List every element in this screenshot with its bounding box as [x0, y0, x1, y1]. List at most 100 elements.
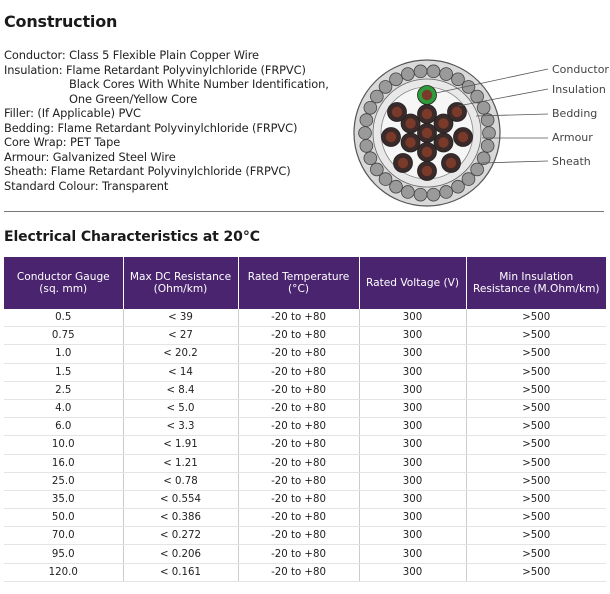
cell-max-dc-resistance: < 20.2 — [123, 344, 239, 364]
spec-insulation: Insulation: Flame Retardant Polyvinylchl… — [4, 63, 306, 77]
column-header-max-dc-resistance: Max DC Resistance (Ohm/km) — [123, 257, 239, 309]
column-header-conductor-gauge: Conductor Gauge (sq. mm) — [4, 257, 124, 309]
column-header-min-insulation-resistance: Min Insulation Resistance (M.Ohm/km) — [466, 257, 606, 309]
cell-rated-temperature: -20 to +80 — [238, 454, 360, 473]
cell-max-dc-resistance: < 8.4 — [123, 381, 239, 400]
cell-min-insulation-resistance: >500 — [466, 381, 606, 400]
table-row: 25.0 < 0.78 -20 to +80 300 >500 — [4, 472, 606, 491]
cell-rated-temperature: -20 to +80 — [238, 563, 360, 582]
cell-rated-voltage: 300 — [359, 363, 467, 382]
cell-max-dc-resistance: < 0.272 — [123, 526, 239, 546]
cell-max-dc-resistance: < 1.91 — [123, 435, 239, 455]
cell-conductor-gauge: 6.0 — [4, 417, 124, 437]
copper-conductor — [405, 118, 416, 129]
cell-rated-temperature: -20 to +80 — [238, 381, 360, 400]
cell-max-dc-resistance: < 0.78 — [123, 472, 239, 491]
copper-conductor — [421, 146, 433, 158]
cell-rated-temperature: -20 to +80 — [238, 490, 360, 510]
copper-conductor — [421, 127, 433, 139]
armour-wire — [461, 80, 476, 94]
table-row: 0.5 < 39 -20 to +80 300 >500 — [4, 309, 606, 328]
copper-conductor — [438, 118, 449, 129]
cell-rated-temperature: -20 to +80 — [238, 526, 360, 546]
spec-armour: Armour: Galvanized Steel Wire — [4, 150, 176, 164]
label-sheath: Sheath — [552, 155, 591, 168]
table-row: 1.0 < 20.2 -20 to +80 300 >500 — [4, 344, 606, 364]
label-armour: Armour — [552, 131, 593, 144]
cell-min-insulation-resistance: >500 — [466, 563, 606, 582]
column-header-rated-voltage: Rated Voltage (V) — [359, 257, 467, 309]
spec-sheath: Sheath: Flame Retardant Polyvinylchlorid… — [4, 164, 291, 178]
cell-min-insulation-resistance: >500 — [466, 363, 606, 382]
cell-rated-voltage: 300 — [359, 472, 467, 491]
cell-rated-voltage: 300 — [359, 544, 467, 564]
cell-conductor-gauge: 0.75 — [4, 326, 124, 346]
table-row: 16.0 < 1.21 -20 to +80 300 >500 — [4, 454, 606, 473]
armour-wire — [451, 179, 465, 194]
spec-bedding: Bedding: Flame Retardant Polyvinylchlori… — [4, 121, 298, 135]
cell-rated-voltage: 300 — [359, 526, 467, 546]
cell-min-insulation-resistance: >500 — [466, 472, 606, 491]
armour-wire — [480, 139, 495, 153]
cell-max-dc-resistance: < 1.21 — [123, 454, 239, 473]
cell-rated-voltage: 300 — [359, 490, 467, 510]
armour-wire — [401, 185, 415, 199]
armour-wire — [389, 72, 403, 87]
table-row: 95.0 < 0.206 -20 to +80 300 >500 — [4, 544, 606, 564]
copper-conductor — [421, 165, 433, 177]
cell-max-dc-resistance: < 0.554 — [123, 490, 239, 510]
cell-min-insulation-resistance: >500 — [466, 309, 606, 328]
cell-min-insulation-resistance: >500 — [466, 344, 606, 364]
cell-max-dc-resistance: < 0.206 — [123, 544, 239, 564]
cell-rated-voltage: 300 — [359, 381, 467, 400]
cable-cross-section — [353, 59, 501, 207]
cell-min-insulation-resistance: >500 — [466, 508, 606, 528]
cell-conductor-gauge: 50.0 — [4, 508, 124, 528]
electrical-characteristics-table: Conductor Gauge (sq. mm) Max DC Resistan… — [4, 257, 606, 582]
armour-wire — [439, 185, 453, 199]
column-header-rated-temperature: Rated Temperature (°C) — [238, 257, 360, 309]
cell-max-dc-resistance: < 0.161 — [123, 563, 239, 582]
table-body: 0.5 < 39 -20 to +80 300 >500 0.75 < 27 -20 to +… — [4, 309, 606, 582]
copper-conductor — [391, 106, 403, 118]
armour-wire — [359, 113, 374, 127]
cell-rated-temperature: -20 to +80 — [238, 399, 360, 419]
cell-rated-voltage: 300 — [359, 417, 467, 437]
cell-conductor-gauge: 70.0 — [4, 526, 124, 546]
armour-wire — [470, 89, 484, 104]
cell-rated-temperature: -20 to +80 — [238, 326, 360, 346]
construction-heading: Construction — [4, 12, 118, 31]
armour-wire — [476, 151, 491, 166]
cell-conductor-gauge: 35.0 — [4, 490, 124, 510]
copper-conductor — [421, 89, 433, 101]
cell-min-insulation-resistance: >500 — [466, 454, 606, 473]
spec-filler: Filler: (If Applicable) PVC — [4, 106, 141, 120]
table-row: 120.0 < 0.161 -20 to +80 300 >500 — [4, 563, 606, 582]
cable-cross-section-diagram: Conductor Insulation Bedding Armour Shea… — [353, 59, 609, 207]
armour-wire — [482, 126, 496, 140]
cell-conductor-gauge: 16.0 — [4, 454, 124, 473]
cell-rated-temperature: -20 to +80 — [238, 417, 360, 437]
copper-conductor — [405, 137, 416, 148]
cell-rated-temperature: -20 to +80 — [238, 363, 360, 382]
table-row: 10.0 < 1.91 -20 to +80 300 >500 — [4, 435, 606, 455]
cell-conductor-gauge: 1.0 — [4, 344, 124, 364]
cell-min-insulation-resistance: >500 — [466, 435, 606, 455]
armour-wire — [480, 113, 495, 127]
cell-conductor-gauge: 95.0 — [4, 544, 124, 564]
cell-rated-voltage: 300 — [359, 454, 467, 473]
cell-min-insulation-resistance: >500 — [466, 526, 606, 546]
copper-conductor — [451, 106, 463, 118]
armour-wire — [359, 139, 374, 153]
diagram-leader-lines — [435, 68, 549, 164]
label-bedding: Bedding — [552, 107, 597, 120]
cell-conductor-gauge: 1.5 — [4, 363, 124, 382]
cell-max-dc-resistance: < 39 — [123, 309, 239, 328]
armour-wire — [451, 72, 465, 87]
cell-max-dc-resistance: < 27 — [123, 326, 239, 346]
armour-wire — [426, 64, 441, 79]
copper-conductor — [438, 137, 449, 148]
cell-max-dc-resistance: < 5.0 — [123, 399, 239, 419]
cell-rated-temperature: -20 to +80 — [238, 344, 360, 364]
cell-rated-voltage: 300 — [359, 399, 467, 419]
